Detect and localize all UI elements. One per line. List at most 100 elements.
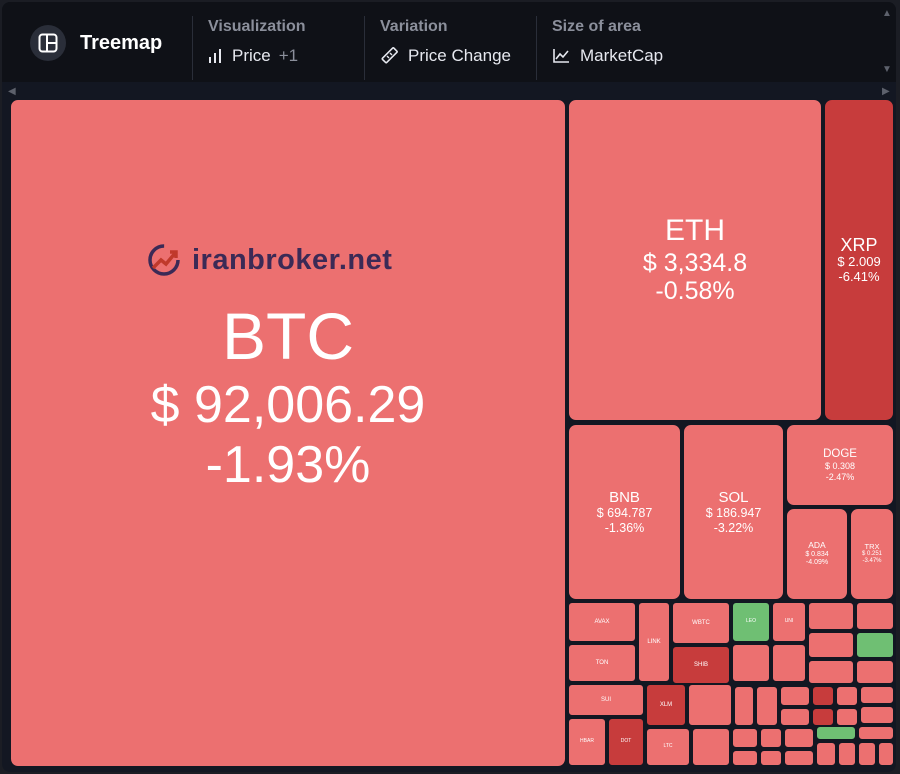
tile-xrp[interactable]: XRP $ 2.009 -6.41%	[824, 99, 894, 421]
widget-title-label: Treemap	[80, 31, 163, 54]
tile-small[interactable]	[860, 686, 894, 704]
tile-symbol: DOGE	[823, 448, 857, 461]
tile-symbol: WBTC	[692, 619, 710, 626]
tile-symbol: ETH	[665, 214, 725, 247]
divider	[192, 16, 193, 80]
tile-xlm[interactable]: XLM	[646, 684, 686, 726]
tile-small[interactable]	[732, 644, 770, 682]
tile-small[interactable]	[692, 728, 730, 766]
tile-small[interactable]	[860, 706, 894, 724]
tile-small[interactable]	[836, 686, 858, 706]
tile-small[interactable]	[688, 684, 732, 726]
tile-ada[interactable]: ADA $ 0.834 -4.09%	[786, 508, 848, 600]
tile-small[interactable]	[756, 686, 778, 726]
watermark: iranbroker.net	[144, 240, 392, 280]
tile-small[interactable]	[732, 728, 758, 748]
tile-small[interactable]	[734, 686, 754, 726]
tile-symbol: UNI	[784, 618, 794, 625]
tile-symbol: LINK	[647, 638, 661, 645]
tile-leo[interactable]: LEO	[732, 602, 770, 642]
tile-small[interactable]	[808, 602, 854, 630]
tile-symbol: AVAX	[594, 618, 610, 625]
tile-small[interactable]	[878, 742, 894, 766]
size-of-area-control[interactable]: Size of area MarketCap	[552, 18, 663, 66]
tile-symbol: BNB	[609, 489, 640, 506]
tile-uni[interactable]: UNI	[772, 602, 806, 642]
tile-dot[interactable]: DOT	[608, 718, 644, 766]
tile-symbol: XLM	[659, 701, 673, 708]
scroll-down-arrow[interactable]: ▼	[882, 64, 892, 75]
tile-symbol: TRX	[864, 541, 880, 551]
tile-btc[interactable]: BTC $ 92,006.29 -1.93%	[10, 99, 566, 767]
tile-small[interactable]	[816, 726, 856, 740]
tile-avax[interactable]: AVAX	[568, 602, 636, 642]
tile-symbol: SOL	[718, 489, 749, 506]
tile-eth[interactable]: ETH $ 3,334.8 -0.58%	[568, 99, 822, 421]
tile-small[interactable]	[812, 708, 834, 726]
tile-change: -0.58%	[655, 277, 735, 306]
tile-small[interactable]	[816, 742, 836, 766]
tile-small[interactable]	[808, 632, 854, 658]
tile-link[interactable]: LINK	[638, 602, 670, 682]
tile-ltc[interactable]: LTC	[646, 728, 690, 766]
visualization-label: Visualization	[208, 18, 306, 35]
divider	[364, 16, 365, 80]
tile-symbol: ADA	[808, 540, 826, 551]
tile-shib[interactable]: SHIB	[672, 646, 730, 684]
area-chart-icon	[553, 49, 569, 63]
widget-title[interactable]: Treemap	[30, 24, 162, 62]
tile-small[interactable]	[808, 660, 854, 684]
tile-symbol: LEO	[745, 618, 756, 625]
tile-price: $ 186.947	[705, 506, 762, 521]
tile-wbtc[interactable]: WBTC	[672, 602, 730, 644]
tile-change: -3.47%	[862, 558, 882, 565]
tile-change: -4.09%	[805, 558, 829, 566]
tile-ton[interactable]: TON	[568, 644, 636, 682]
tile-symbol: SUI	[600, 696, 611, 703]
visualization-control[interactable]: Visualization Price +1	[208, 18, 306, 66]
tile-symbol: LTC	[663, 743, 673, 750]
tile-trx[interactable]: TRX $ 0.251 -3.47%	[850, 508, 894, 600]
bar-chart-icon	[209, 49, 221, 63]
tile-symbol: XRP	[840, 234, 878, 255]
scroll-up-arrow[interactable]: ▲	[882, 8, 892, 19]
tile-small[interactable]	[856, 660, 894, 684]
tile-small[interactable]	[760, 728, 782, 748]
tile-small[interactable]	[780, 708, 810, 726]
scroll-right-arrow[interactable]: ▶	[882, 86, 890, 97]
tile-change: -6.41%	[838, 269, 880, 285]
tile-symbol: TON	[595, 659, 609, 666]
tile-small[interactable]	[858, 742, 876, 766]
tile-price: $ 0.834	[805, 550, 829, 558]
tile-change: -3.22%	[713, 520, 754, 535]
size-of-area-label: Size of area	[552, 18, 641, 35]
tile-small[interactable]	[836, 708, 858, 726]
tile-small[interactable]	[858, 726, 894, 740]
tile-small[interactable]	[838, 742, 856, 766]
tile-small[interactable]	[856, 632, 894, 658]
tile-small[interactable]	[732, 750, 758, 766]
tile-small[interactable]	[772, 644, 806, 682]
tile-hbar[interactable]: HBAR	[568, 718, 606, 766]
toolbar: Treemap Visualization Price +1 Variation	[2, 2, 896, 97]
tile-sui[interactable]: SUI	[568, 684, 644, 716]
tile-sol[interactable]: SOL $ 186.947 -3.22%	[683, 424, 784, 600]
tile-small[interactable]	[784, 728, 814, 748]
tile-symbol: HBAR	[580, 738, 594, 745]
variation-label: Variation	[380, 18, 448, 35]
treemap-icon	[30, 25, 66, 61]
tile-small[interactable]	[812, 686, 834, 706]
tile-small[interactable]	[856, 602, 894, 630]
tile-doge[interactable]: DOGE $ 0.308 -2.47%	[786, 424, 894, 506]
visualization-extra-count: +1	[278, 46, 299, 65]
tile-small[interactable]	[780, 686, 810, 706]
tile-small[interactable]	[760, 750, 782, 766]
tile-small[interactable]	[784, 750, 814, 766]
tile-symbol: BTC	[222, 299, 354, 373]
scroll-left-arrow[interactable]: ◀	[8, 86, 16, 97]
variation-control[interactable]: Variation Price Change	[380, 18, 511, 66]
tile-bnb[interactable]: BNB $ 694.787 -1.36%	[568, 424, 681, 600]
tile-change: -1.36%	[604, 520, 645, 535]
